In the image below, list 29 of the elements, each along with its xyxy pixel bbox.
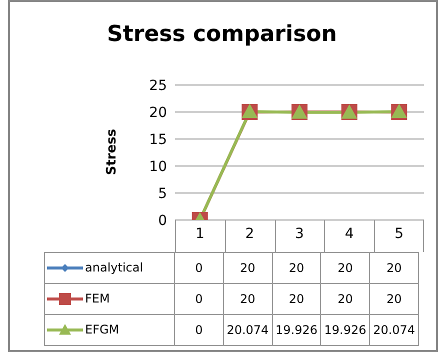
y-tick-label: 10 bbox=[149, 158, 167, 175]
data-label: 19.926 bbox=[272, 314, 321, 346]
y-tick-label: 0 bbox=[158, 212, 167, 229]
text: 20 bbox=[386, 261, 402, 275]
data-label: 20 bbox=[223, 284, 272, 314]
legend-label: FEM bbox=[85, 291, 110, 306]
x-tick-label: 1 bbox=[195, 226, 204, 242]
chart-title: Stress comparison bbox=[106, 22, 338, 47]
x-tick-label: 5 bbox=[394, 226, 404, 242]
text: 20 bbox=[288, 261, 304, 275]
data-label: 20 bbox=[272, 284, 321, 314]
y-tick-label: 25 bbox=[149, 78, 167, 94]
y-tick-label: 15 bbox=[149, 132, 167, 148]
y-tick-label: 5 bbox=[158, 186, 167, 202]
text: 20 bbox=[338, 261, 353, 275]
data-label: 20 bbox=[320, 284, 370, 314]
y-axis-title: Stress bbox=[104, 128, 120, 176]
x-tick-label: 3 bbox=[295, 226, 304, 242]
data-label: 20.074 bbox=[223, 314, 272, 346]
x-tick-label: 4 bbox=[344, 226, 354, 242]
text: 20 bbox=[240, 261, 256, 275]
data-label: 20.074 bbox=[370, 314, 418, 346]
legend-label: analytical bbox=[85, 260, 144, 274]
y-tick-label: 20 bbox=[149, 104, 167, 121]
data-label: 19.926 bbox=[320, 314, 370, 346]
text: 0 bbox=[195, 261, 203, 275]
data-label: 20 bbox=[370, 284, 418, 314]
legend-label: EFGM bbox=[85, 322, 120, 336]
x-tick-label: 2 bbox=[245, 226, 254, 242]
